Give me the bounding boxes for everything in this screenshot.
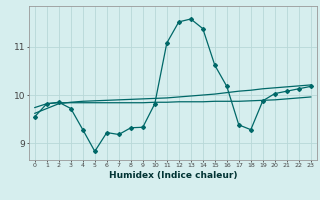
X-axis label: Humidex (Indice chaleur): Humidex (Indice chaleur) — [108, 171, 237, 180]
